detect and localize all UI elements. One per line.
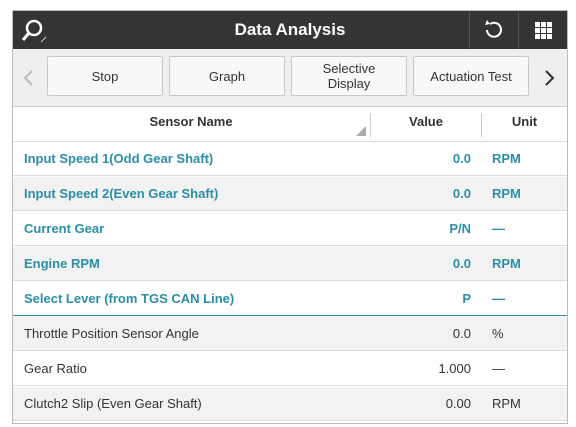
title: Data Analysis: [234, 20, 346, 39]
sensor-value: 0.0: [452, 326, 471, 341]
table-row[interactable]: Clutch2 Slip (Even Gear Shaft) 0.00 RPM: [13, 387, 567, 421]
sensor-unit: RPM: [492, 151, 521, 166]
column-header: Unit: [511, 114, 538, 129]
sensor-value: 0.0: [452, 186, 471, 201]
scroll-right[interactable]: [539, 67, 559, 89]
header-bar: Data Analysis: [13, 11, 567, 49]
sensor-name: Select Lever (from TGS CAN Line): [24, 291, 235, 306]
table-row[interactable]: Input Speed 2(Even Gear Shaft) 0.0 RPM: [13, 177, 567, 211]
app-window: Data Analysis Stop Graph Selective Display…: [12, 10, 568, 424]
sensor-unit: RPM: [492, 396, 521, 411]
table-row[interactable]: Engine RPM 0.0 RPM: [13, 247, 567, 281]
search-icon[interactable]: [21, 17, 49, 45]
toolbar-button[interactable]: Stop: [47, 56, 163, 96]
table-row[interactable]: Current Gear P/N —: [13, 212, 567, 246]
scroll-left[interactable]: [19, 67, 39, 89]
sensor-value: 1.000: [438, 361, 471, 376]
table-row[interactable]: Select Lever (from TGS CAN Line) P —: [13, 282, 567, 316]
toolbar-button[interactable]: Selective Display: [291, 56, 407, 96]
menu-grid-button[interactable]: [518, 11, 567, 49]
toolbar-button[interactable]: Graph: [169, 56, 285, 96]
table-header: Sensor Name Value Unit: [13, 107, 567, 142]
sensor-unit: %: [492, 326, 504, 341]
sensor-name: Current Gear: [24, 221, 105, 236]
refresh-button[interactable]: [469, 11, 518, 49]
table-row[interactable]: Gear Ratio 1.000 —: [13, 352, 567, 386]
sensor-name: Clutch2 Slip (Even Gear Shaft): [24, 396, 202, 411]
toolbar-button[interactable]: Actuation Test: [413, 56, 529, 96]
column-header: Sensor Name: [149, 114, 233, 129]
column-header: Value: [409, 114, 443, 129]
sensor-name: Throttle Position Sensor Angle: [24, 326, 199, 341]
sensor-unit: —: [492, 361, 505, 376]
sort-indicator[interactable]: [355, 125, 367, 137]
sensor-value: 0.00: [445, 396, 471, 411]
sensor-name: Gear Ratio: [24, 361, 87, 376]
sensor-unit: —: [492, 221, 505, 236]
sensor-name: Input Speed 1(Odd Gear Shaft): [24, 151, 214, 166]
table-row[interactable]: Input Speed 1(Odd Gear Shaft) 0.0 RPM: [13, 142, 567, 176]
sensor-unit: RPM: [492, 256, 521, 271]
sensor-unit: —: [492, 291, 505, 306]
sensor-value: P: [462, 291, 471, 306]
sensor-value: 0.0: [452, 151, 471, 166]
sensor-name: Input Speed 2(Even Gear Shaft): [24, 186, 219, 201]
sensor-value: 0.0: [452, 256, 471, 271]
sensor-unit: RPM: [492, 186, 521, 201]
sensor-name: Engine RPM: [24, 256, 100, 271]
sensor-value: P/N: [449, 221, 471, 236]
toolbar: Stop Graph Selective Display Actuation Test: [13, 49, 567, 107]
table-row[interactable]: Throttle Position Sensor Angle 0.0%: [13, 317, 567, 351]
